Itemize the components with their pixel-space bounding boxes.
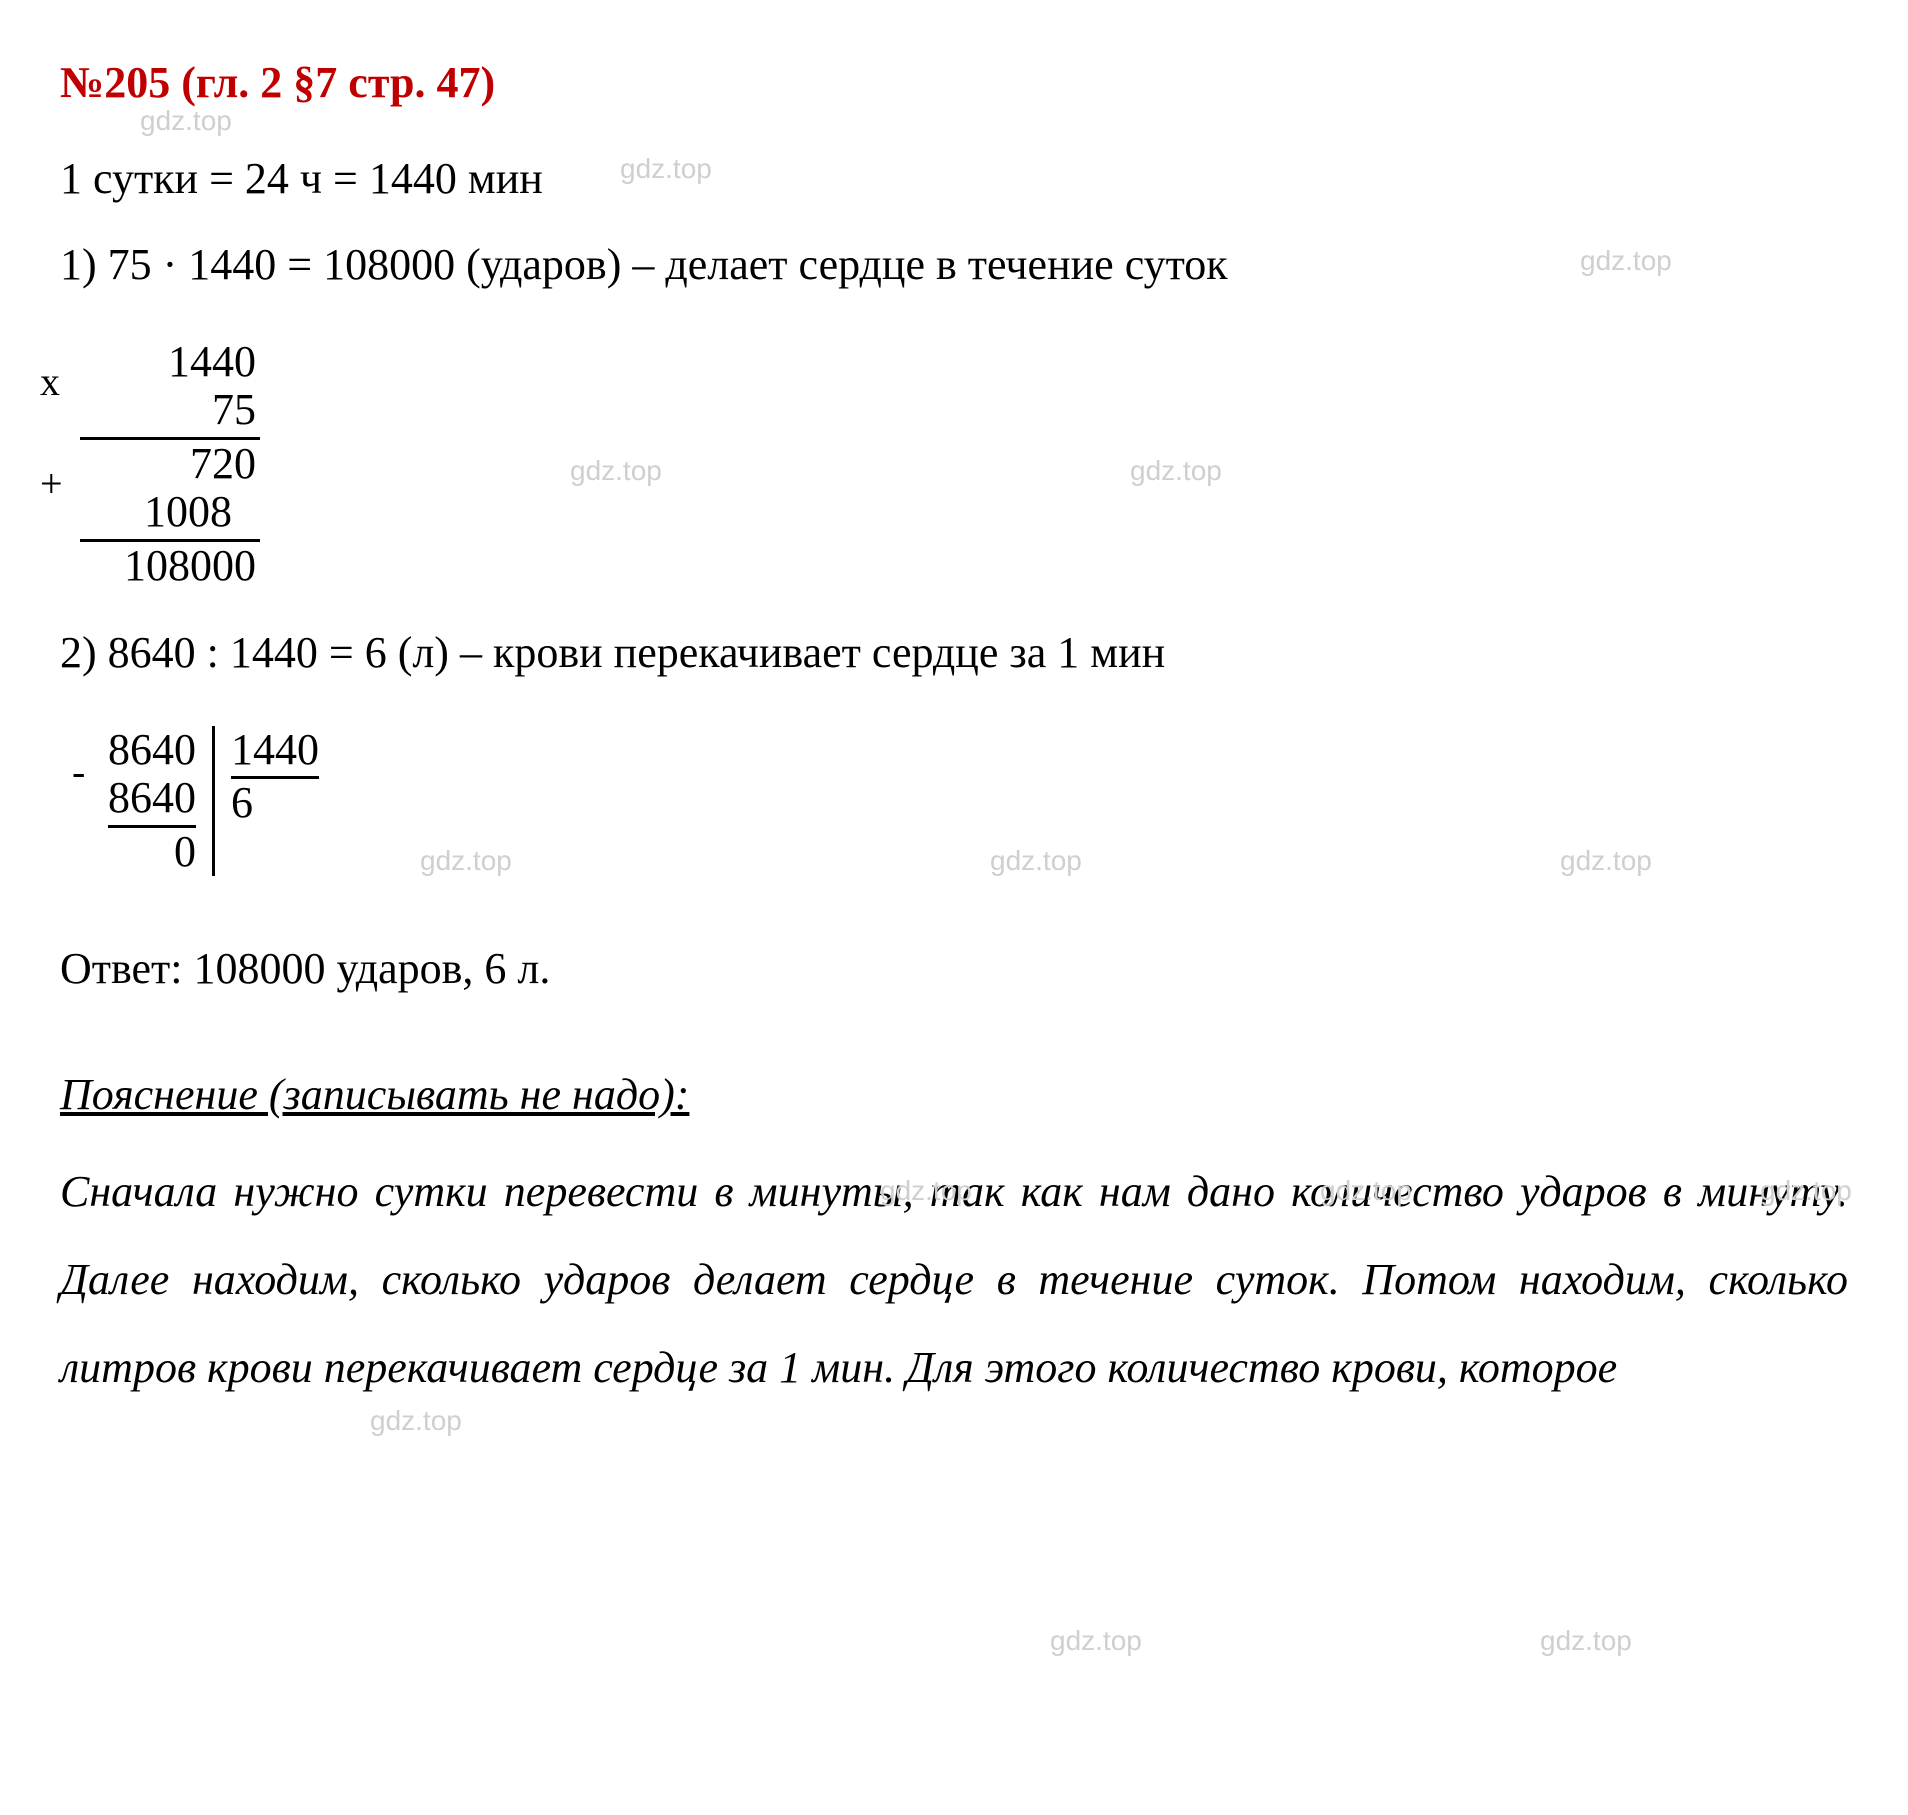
mult-row-1: x 1440 (80, 338, 260, 386)
watermark-text: gdz.top (1540, 1620, 1632, 1662)
watermark-text: gdz.top (570, 450, 662, 492)
explanation-title: Пояснение (записывать не надо): (60, 1062, 1848, 1128)
div-quotient: 6 (231, 779, 319, 827)
watermark-text: gdz.top (420, 840, 512, 882)
div-right-col: 1440 6 (215, 726, 327, 876)
conversion-line: 1 сутки = 24 ч = 1440 мин (60, 146, 1848, 212)
watermark-text: gdz.top (1130, 450, 1222, 492)
div-subtrahend: 8640 (108, 774, 196, 822)
mult-row-4: 1008 (80, 488, 260, 536)
step2-text: 2) 8640 : 1440 = 6 (л) – крови перекачив… (60, 620, 1848, 686)
minus-symbol: - (72, 750, 85, 794)
watermark-text: gdz.top (990, 840, 1082, 882)
watermark-text: gdz.top (1050, 1620, 1142, 1662)
div-divisor: 1440 (231, 726, 319, 779)
watermark-text: gdz.top (1560, 840, 1652, 882)
multiplication-work: x 1440 75 + 720 1008 108000 (80, 338, 260, 590)
explanation-body: Сначала нужно сутки перевести в минуты, … (60, 1148, 1848, 1412)
partial-1: 720 (190, 439, 256, 488)
div-dividend: 8640 (108, 726, 196, 774)
plus-symbol: + (40, 462, 63, 506)
mult-row-2: 75 (80, 386, 260, 434)
problem-heading: №205 (гл. 2 §7 стр. 47) (60, 50, 1848, 116)
answer-line: Ответ: 108000 ударов, 6 л. (60, 936, 1848, 1002)
div-left-col: - 8640 8640 0 (100, 726, 215, 876)
division-work: - 8640 8640 0 1440 6 (100, 726, 327, 876)
page-root: №205 (гл. 2 §7 стр. 47) 1 сутки = 24 ч =… (0, 0, 1908, 1462)
step1-text: 1) 75 · 1440 = 108000 (ударов) – делает … (60, 232, 1848, 298)
mult-result: 108000 (80, 539, 260, 590)
multiply-symbol: x (40, 360, 60, 404)
multiplicand: 1440 (168, 337, 256, 386)
mult-row-3: + 720 (80, 437, 260, 488)
div-remainder: 0 (108, 825, 196, 876)
